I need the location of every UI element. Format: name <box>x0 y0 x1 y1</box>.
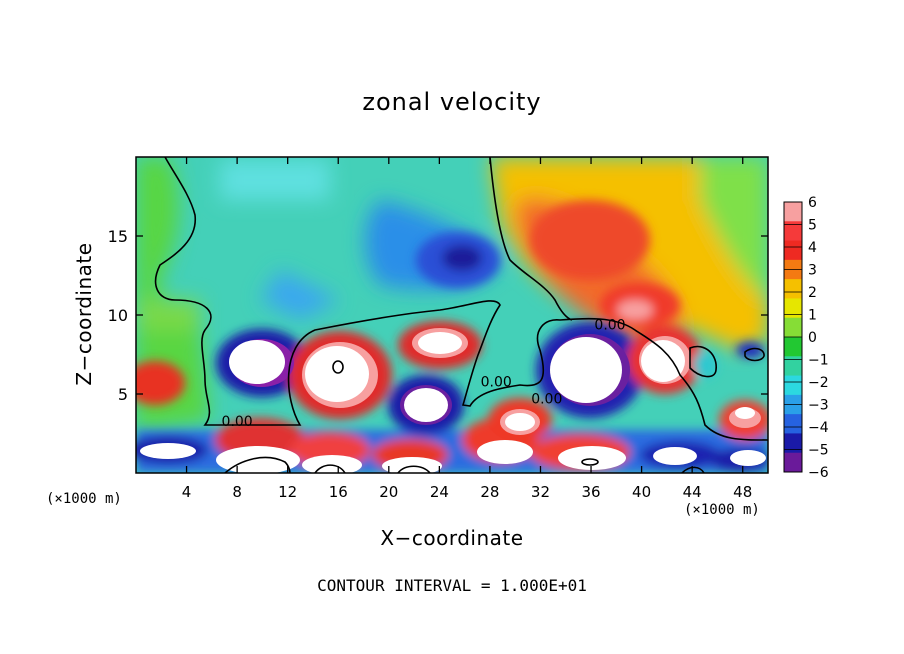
x-unit-label-right: (×1000 m) <box>684 502 760 518</box>
x-tick-label: 8 <box>232 483 242 501</box>
colorbar: 6 5 4 3 2 1 0 −1 −2 −3 −4 −5 −6 <box>783 195 829 481</box>
colorbar-band <box>784 414 802 434</box>
colorbar-tick-label: 5 <box>808 218 817 234</box>
contour-labels: 0.00 0.00 0.00 0.00 <box>222 317 626 429</box>
contour-label: 0.00 <box>222 414 253 430</box>
colorbar-band <box>784 356 802 377</box>
x-tick-label: 44 <box>683 483 702 501</box>
y-tick-label: 10 <box>108 306 128 325</box>
colorbar-band <box>784 317 802 338</box>
colorbar-band <box>784 337 802 357</box>
x-unit-label-left: (×1000 m) <box>46 491 122 507</box>
y-axis-label: Z−coordinate <box>72 242 96 386</box>
contour-interval-note: CONTOUR INTERVAL = 1.000E+01 <box>317 576 587 595</box>
colorbar-tick-label: 1 <box>808 308 817 324</box>
x-tick-label: 48 <box>733 483 752 501</box>
colorbar-tick-label: −3 <box>808 398 829 414</box>
colorbar-band <box>784 452 802 473</box>
x-tick-label: 28 <box>480 483 499 501</box>
colorbar-band <box>784 433 802 454</box>
colorbar-tick-label: −1 <box>808 353 829 369</box>
x-tick-label: 24 <box>430 483 449 501</box>
y-tick-label: 15 <box>108 227 128 246</box>
colorbar-tick-label: −6 <box>808 465 829 481</box>
colorbar-tick-label: −2 <box>808 375 829 391</box>
saturated-regions <box>140 328 766 473</box>
x-tick-label: 4 <box>182 483 192 501</box>
colorbar-tick-label: −5 <box>808 443 829 459</box>
x-tick-label: 36 <box>581 483 600 501</box>
x-tick-label: 12 <box>278 483 297 501</box>
y-ticks: 5 10 15 <box>108 227 768 404</box>
y-tick-label: 5 <box>118 385 128 404</box>
contour-label: 0.00 <box>481 374 512 390</box>
colorbar-tick-label: −4 <box>808 420 829 436</box>
contour-label: 0.00 <box>531 392 562 408</box>
colorbar-band <box>784 221 802 242</box>
plot-area <box>136 157 768 473</box>
colorbar-band <box>784 240 802 261</box>
x-tick-label: 20 <box>379 483 398 501</box>
colorbar-band <box>784 298 802 319</box>
x-tick-label: 40 <box>632 483 651 501</box>
colorbar-tick-label: 0 <box>808 330 817 346</box>
colorbar-band <box>784 375 802 396</box>
colorbar-band <box>784 202 802 222</box>
x-tick-label: 16 <box>329 483 348 501</box>
colorbar-tick-label: 6 <box>808 195 817 211</box>
x-tick-label: 32 <box>531 483 550 501</box>
x-axis-label: X−coordinate <box>380 526 524 550</box>
colorbar-tick-label: 4 <box>808 240 817 256</box>
contour-label: 0.00 <box>594 317 625 333</box>
colorbar-tick-label: 3 <box>808 263 817 279</box>
chart-title: zonal velocity <box>362 88 542 116</box>
colorbar-tick-label: 2 <box>808 285 817 301</box>
contour-lines <box>154 157 768 473</box>
x-ticks: 4 8 12 16 20 24 28 32 36 40 44 48 <box>182 157 752 501</box>
colorbar-band <box>784 279 802 299</box>
